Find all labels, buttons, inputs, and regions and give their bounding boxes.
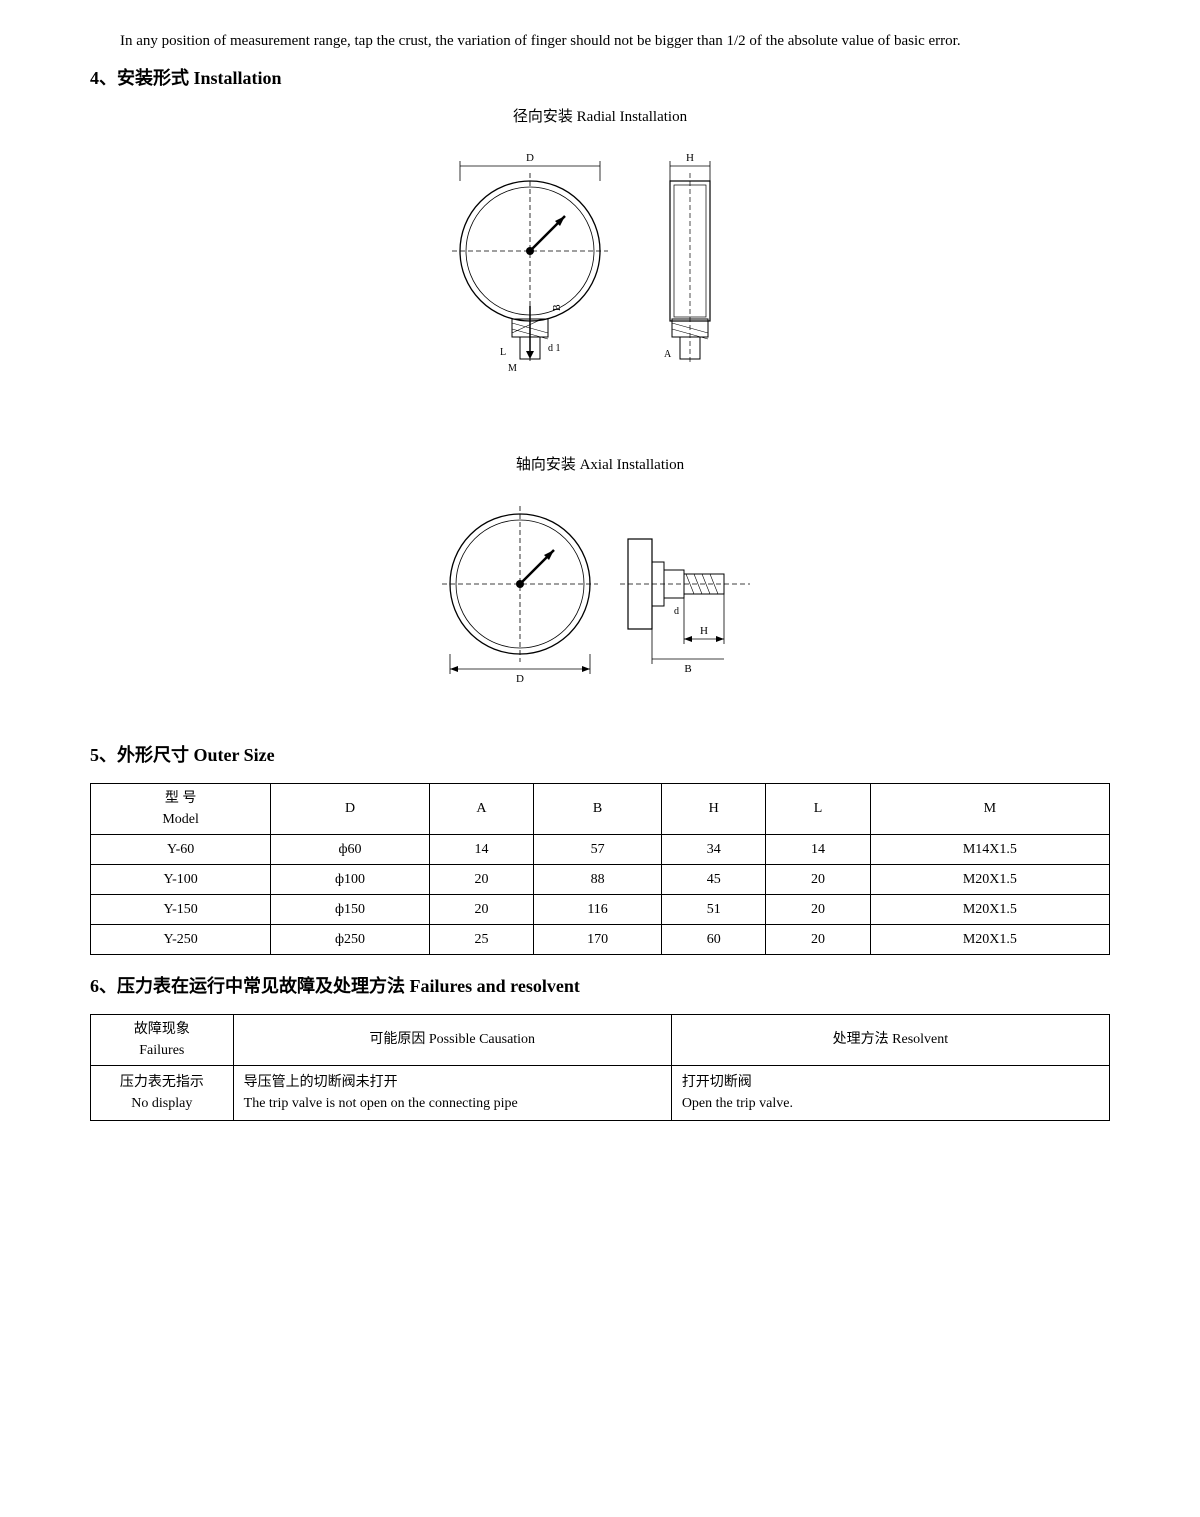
table-cell: M20X1.5 [870, 864, 1109, 894]
radial-caption: 径向安装 Radial Installation [90, 106, 1110, 129]
table-cell: 25 [429, 924, 533, 954]
outer-size-table: 型 号 Model D A B H L M Y-60ф6014573414M14… [90, 783, 1110, 955]
failure-cell: 压力表无指示 No display [91, 1065, 234, 1120]
cause-cell: 导压管上的切断阀未打开 The trip valve is not open o… [233, 1065, 671, 1120]
table-cell: 60 [662, 924, 766, 954]
label-d3: d [674, 606, 679, 617]
section4-heading: 4、安装形式 Installation [90, 65, 1110, 92]
table-row: 压力表无指示 No display 导压管上的切断阀未打开 The trip v… [91, 1065, 1110, 1120]
table-cell: 170 [534, 924, 662, 954]
table-cell: 20 [429, 864, 533, 894]
section6-heading: 6、压力表在运行中常见故障及处理方法 Failures and resolven… [90, 973, 1110, 1000]
failures-table: 故障现象 Failures 可能原因 Possible Causation 处理… [90, 1014, 1110, 1121]
col-l: L [766, 783, 870, 834]
col-h: H [662, 783, 766, 834]
table-cell: 34 [662, 834, 766, 864]
table-cell: 116 [534, 894, 662, 924]
label-l: L [500, 347, 506, 358]
table-cell: M20X1.5 [870, 924, 1109, 954]
table-cell: Y-100 [91, 864, 271, 894]
intro-paragraph: In any position of measurement range, ta… [90, 30, 1110, 53]
label-m: M [508, 363, 517, 374]
table-cell: Y-150 [91, 894, 271, 924]
section5-heading: 5、外形尺寸 Outer Size [90, 742, 1110, 769]
table-cell: 88 [534, 864, 662, 894]
table-header-row: 型 号 Model D A B H L M [91, 783, 1110, 834]
table-cell: ф150 [271, 894, 429, 924]
label-h2: H [700, 625, 708, 637]
table-row: Y-250ф250251706020M20X1.5 [91, 924, 1110, 954]
table-cell: ф60 [271, 834, 429, 864]
col-failure: 故障现象 Failures [91, 1014, 234, 1065]
table-cell: Y-60 [91, 834, 271, 864]
col-model: 型 号 Model [91, 783, 271, 834]
table-cell: ф250 [271, 924, 429, 954]
table-row: Y-60ф6014573414M14X1.5 [91, 834, 1110, 864]
table-cell: M14X1.5 [870, 834, 1109, 864]
resolve-cell: 打开切断阀 Open the trip valve. [671, 1065, 1109, 1120]
col-resolve: 处理方法 Resolvent [671, 1014, 1109, 1065]
table-cell: M20X1.5 [870, 894, 1109, 924]
table-cell: 20 [766, 894, 870, 924]
table-cell: 20 [766, 864, 870, 894]
table-cell: 20 [429, 894, 533, 924]
label-b2: B [684, 663, 691, 675]
table-row: Y-150ф150201165120M20X1.5 [91, 894, 1110, 924]
col-b: B [534, 783, 662, 834]
table-cell: 20 [766, 924, 870, 954]
label-h: H [686, 152, 694, 164]
table-cell: 14 [766, 834, 870, 864]
table-cell: ф100 [271, 864, 429, 894]
table-header-row: 故障现象 Failures 可能原因 Possible Causation 处理… [91, 1014, 1110, 1065]
table-cell: 57 [534, 834, 662, 864]
col-cause: 可能原因 Possible Causation [233, 1014, 671, 1065]
table-row: Y-100ф10020884520M20X1.5 [91, 864, 1110, 894]
table-cell: 14 [429, 834, 533, 864]
axial-caption: 轴向安装 Axial Installation [90, 454, 1110, 477]
label-d2: D [516, 673, 524, 685]
table-cell: 45 [662, 864, 766, 894]
radial-diagram: D B d 1 M L [90, 146, 1110, 414]
label-b: B [552, 304, 563, 311]
label-d1: d 1 [548, 343, 561, 354]
col-a: A [429, 783, 533, 834]
axial-diagram: D d H [90, 494, 1110, 702]
table-cell: 51 [662, 894, 766, 924]
col-m: M [870, 783, 1109, 834]
col-d: D [271, 783, 429, 834]
label-a: A [664, 349, 672, 360]
table-cell: Y-250 [91, 924, 271, 954]
label-d: D [526, 152, 534, 164]
